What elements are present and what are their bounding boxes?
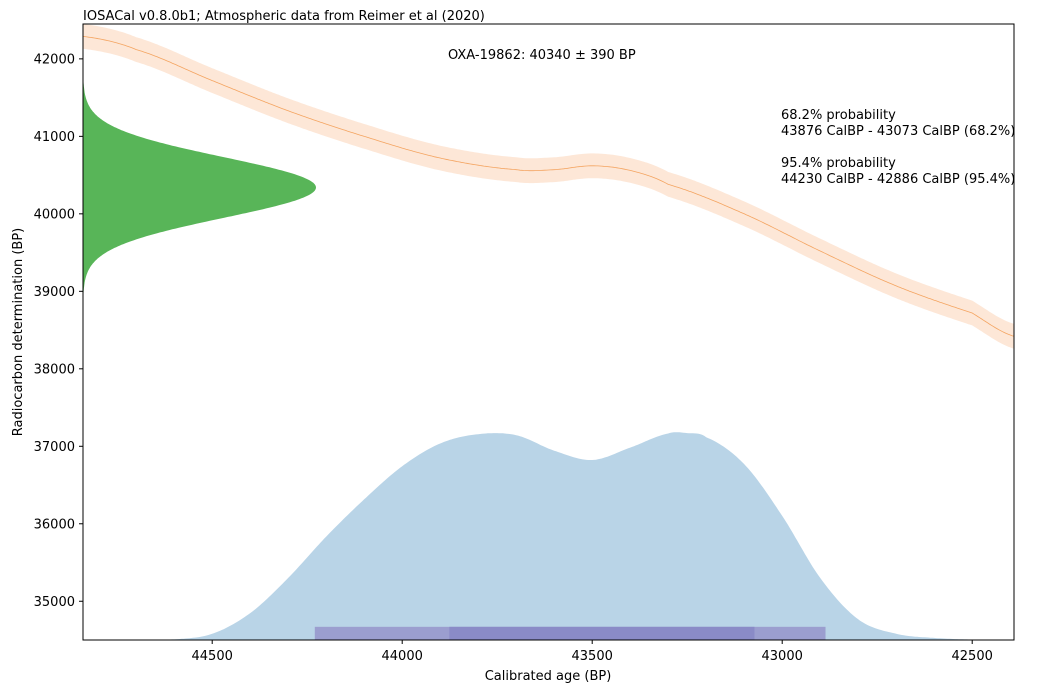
y-tick-label: 37000 xyxy=(34,440,75,455)
chart-title: IOSACal v0.8.0b1; Atmospheric data from … xyxy=(83,9,485,24)
y-tick-label: 35000 xyxy=(34,595,75,610)
calibrated-distribution-area xyxy=(83,432,1014,640)
x-tick-label: 42500 xyxy=(952,649,993,664)
range-68-text: 43876 CalBP - 43073 CalBP (68.2%) xyxy=(781,124,1015,139)
plot-area xyxy=(83,24,1014,640)
sample-label: OXA-19862: 40340 ± 390 BP xyxy=(448,48,636,63)
x-tick-label: 44000 xyxy=(382,649,423,664)
calibration-curve-line xyxy=(83,36,1014,337)
y-tick-label: 39000 xyxy=(34,285,75,300)
y-tick-label: 41000 xyxy=(34,130,75,145)
radiocarbon-distribution-area xyxy=(83,66,316,309)
x-tick-label: 43500 xyxy=(572,649,613,664)
y-tick-label: 42000 xyxy=(34,52,75,67)
plot-frame xyxy=(82,23,1015,641)
range-95-text: 44230 CalBP - 42886 CalBP (95.4%) xyxy=(781,172,1015,187)
y-tick-label: 36000 xyxy=(34,517,75,532)
y-tick-label: 40000 xyxy=(34,207,75,222)
y-tick-label: 38000 xyxy=(34,362,75,377)
x-tick-label: 43000 xyxy=(762,649,803,664)
x-tick-label: 44500 xyxy=(192,649,233,664)
range-68-bar xyxy=(449,626,755,640)
y-axis-label: Radiocarbon determination (BP) xyxy=(11,228,26,436)
x-axis-label: Calibrated age (BP) xyxy=(485,669,612,684)
calibration-curve-band xyxy=(83,24,1014,349)
range-95-label: 95.4% probability xyxy=(781,156,896,171)
range-68-label: 68.2% probability xyxy=(781,108,896,123)
